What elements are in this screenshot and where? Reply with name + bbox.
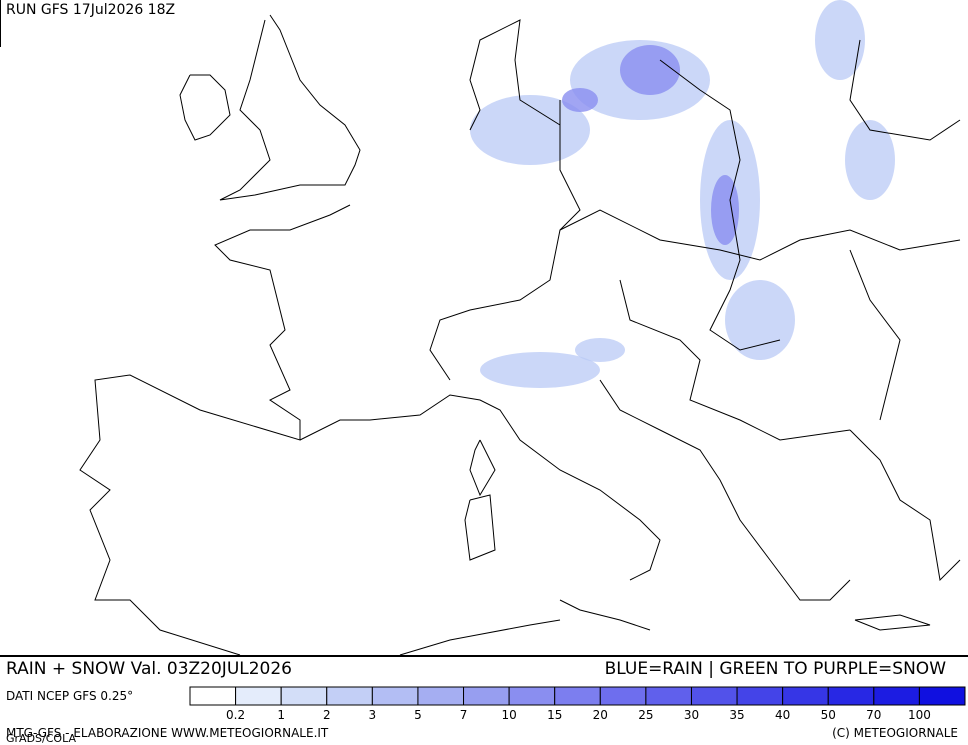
colorbar-box <box>873 686 920 706</box>
colorbar-label: 20 <box>593 708 608 722</box>
colorbar-box <box>645 686 692 706</box>
colorbar-label: 3 <box>369 708 377 722</box>
legend-note: BLUE=RAIN | GREEN TO PURPLE=SNOW <box>605 659 947 679</box>
grads: GrADS/COLA <box>6 732 76 745</box>
colorbar-box <box>371 686 419 706</box>
colorbar-label: 5 <box>414 708 422 722</box>
colorbar-label: 2 <box>323 708 331 722</box>
colorbar-box <box>463 686 510 706</box>
colorbar-label: 10 <box>501 708 516 722</box>
colorbar-label: 7 <box>460 708 468 722</box>
colorbar-box <box>326 686 373 706</box>
colorbar-box <box>235 686 282 706</box>
precipitation <box>470 0 895 388</box>
colorbar-box <box>554 686 601 706</box>
colorbar-box <box>782 686 829 706</box>
coastlines <box>79 14 961 656</box>
field-label: RAIN + SNOW Val. 03Z20JUL2026 <box>6 659 292 679</box>
colorbar-label: 70 <box>866 708 881 722</box>
colorbar-box <box>599 686 647 706</box>
colorbar-label: 1 <box>277 708 285 722</box>
colorbar: 0.2 1 2 3 5 7 10 15 20 25 30 35 40 50 70 100 <box>189 686 966 722</box>
colorbar-label: 15 <box>547 708 562 722</box>
colorbar-label: 25 <box>638 708 653 722</box>
colorbar-label: 50 <box>821 708 836 722</box>
colorbar-box <box>417 686 465 706</box>
colorbar-box <box>280 686 328 706</box>
credit: MTG-GFS - ELABORAZIONE WWW.METEOGIORNALE… <box>6 726 329 740</box>
data-source: DATI NCEP GFS 0.25° <box>6 689 133 703</box>
colorbar-label: 30 <box>684 708 699 722</box>
colorbar-box <box>827 686 875 706</box>
run-label: RUN GFS 17Jul2026 18Z <box>6 2 175 18</box>
colorbar-box <box>690 686 738 706</box>
colorbar-box <box>736 686 784 706</box>
copyright: (C) METEOGIORNALE <box>832 726 958 740</box>
frame-tick <box>0 0 1 47</box>
colorbar-box <box>189 686 237 706</box>
frame-line <box>0 655 968 657</box>
colorbar-label: 35 <box>729 708 744 722</box>
colorbar-label: 0.2 <box>226 708 245 722</box>
colorbar-box <box>918 686 966 706</box>
colorbar-box <box>508 686 556 706</box>
colorbar-label: 40 <box>775 708 790 722</box>
colorbar-label: 100 <box>908 708 931 722</box>
